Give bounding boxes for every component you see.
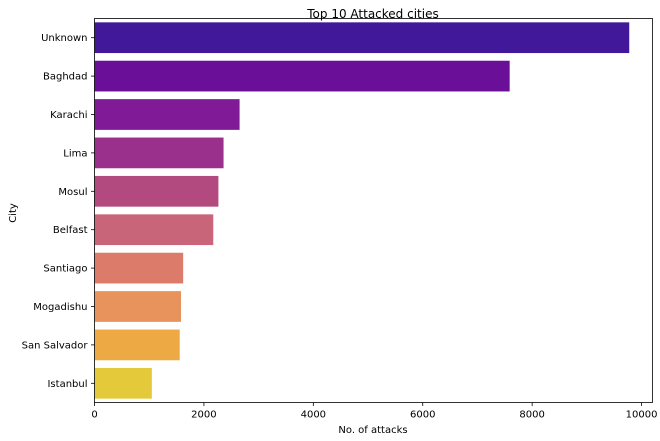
x-tick-label: 0: [91, 410, 97, 421]
y-tick-label-unknown: Unknown: [41, 33, 87, 44]
bar-istanbul: [94, 367, 152, 399]
chart-title: Top 10 Attacked cities: [306, 7, 438, 21]
y-tick-label-lima: Lima: [63, 148, 87, 159]
x-tick-label: 6000: [410, 410, 435, 421]
x-axis-label: No. of attacks: [338, 425, 407, 436]
bar-san-salvador: [94, 329, 180, 361]
y-tick-label-mosul: Mosul: [58, 187, 87, 198]
y-tick-label-santiago: Santiago: [43, 264, 87, 275]
bar-karachi: [94, 99, 240, 130]
y-axis-ticks: Unknown Baghdad Karachi Lima Mosul Belfast San…: [22, 33, 95, 390]
bar-unknown: [94, 22, 630, 54]
y-tick-label-baghdad: Baghdad: [43, 72, 88, 83]
bar-belfast: [94, 214, 214, 246]
y-tick-label-karachi: Karachi: [50, 110, 87, 121]
bar-lima: [94, 137, 224, 169]
x-tick-label: 4000: [301, 410, 326, 421]
x-axis-ticks: 0 2000 4000 6000 8000 10000: [91, 402, 658, 421]
bar-mosul: [94, 175, 219, 207]
x-tick-label: 2000: [191, 410, 216, 421]
x-tick-label: 10000: [626, 410, 658, 421]
plot-frame: [94, 18, 653, 403]
y-tick-label-istanbul: Istanbul: [47, 379, 87, 390]
bar-santiago: [94, 252, 184, 284]
y-tick-label-belfast: Belfast: [53, 225, 88, 236]
y-tick-label-san-salvador: San Salvador: [22, 340, 89, 351]
bar-mogadishu: [94, 291, 181, 322]
y-tick-label-mogadishu: Mogadishu: [33, 302, 87, 313]
y-axis-label: City: [8, 203, 19, 223]
x-tick-label: 8000: [519, 410, 544, 421]
bar-baghdad: [94, 60, 510, 92]
bars-group: [94, 22, 630, 399]
